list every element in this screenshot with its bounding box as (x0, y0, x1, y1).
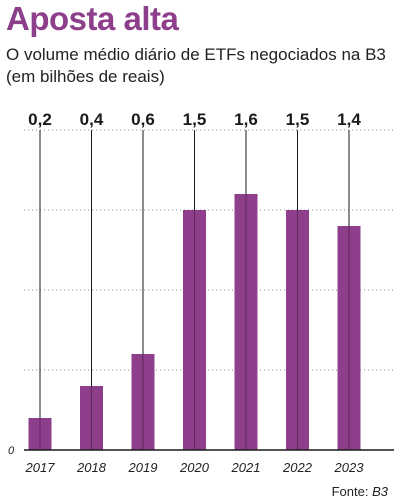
data-label-2023: 1,4 (337, 110, 361, 129)
data-label-2022: 1,5 (286, 110, 310, 129)
data-label-2018: 0,4 (80, 110, 104, 129)
x-tick-label-2021: 2021 (231, 460, 261, 475)
x-tick-label-2023: 2023 (334, 460, 365, 475)
y-tick-label: 0 (8, 445, 15, 457)
x-tick-label-2018: 2018 (76, 460, 107, 475)
x-tick-label-2020: 2020 (179, 460, 210, 475)
data-label-2020: 1,5 (183, 110, 207, 129)
data-label-2021: 1,6 (234, 110, 258, 129)
x-tick-label-2022: 2022 (282, 460, 313, 475)
data-label-2019: 0,6 (131, 110, 155, 129)
source-note: Fonte: B3 (332, 484, 388, 499)
chart-subtitle: O volume médio diário de ETFs negociados… (6, 45, 386, 86)
chart-title: Aposta alta (6, 0, 179, 37)
x-tick-label-2017: 2017 (25, 460, 56, 475)
x-tick-label-2019: 2019 (128, 460, 158, 475)
source-value: B3 (372, 484, 388, 499)
data-label-2017: 0,2 (28, 110, 52, 129)
source-label: Fonte: (331, 484, 369, 499)
